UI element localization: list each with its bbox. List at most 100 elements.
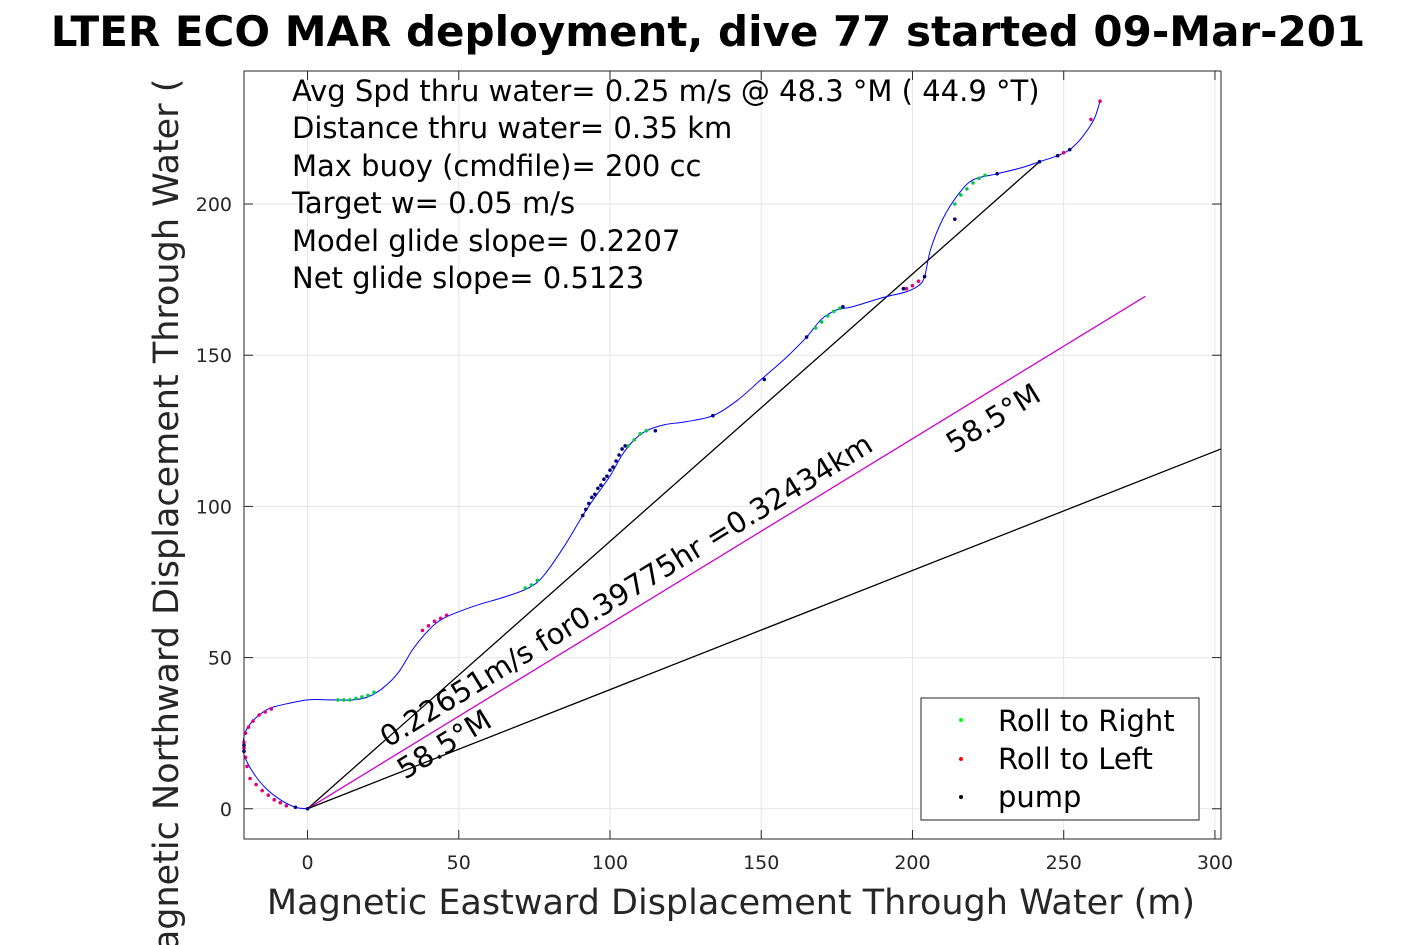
marker-green [819, 320, 824, 324]
y-tick-label: 200 [196, 194, 232, 216]
reference-line [307, 161, 1040, 810]
annotation-max-buoy: Max buoy (cmdfile)= 200 cc [292, 149, 701, 183]
marker-black [953, 217, 957, 221]
marker-black [605, 474, 609, 478]
x-tick-label: 150 [743, 852, 779, 874]
marker-green [965, 187, 969, 191]
x-tick-label: 50 [447, 852, 471, 874]
marker-red [426, 624, 431, 628]
marker-green [360, 695, 364, 699]
y-tick-label: 100 [196, 496, 232, 518]
marker-red [420, 628, 425, 633]
legend-marker-roll-left [959, 757, 963, 761]
legend: Roll to Right Roll to Left pump [920, 697, 1200, 821]
legend-label-roll-right: Roll to Right [998, 704, 1175, 738]
marker-black [305, 806, 310, 811]
marker-red [243, 731, 248, 735]
marker-black [596, 486, 600, 491]
marker-black [841, 305, 845, 309]
marker-green [335, 698, 340, 702]
y-axis-label: Magnetic Northward Displacement Through … [147, 79, 187, 945]
marker-black [587, 501, 591, 506]
marker-red [257, 713, 261, 717]
marker-red [444, 613, 449, 618]
marker-black [620, 447, 624, 451]
legend-box [920, 697, 1200, 821]
reference-lines [307, 161, 1222, 810]
marker-green [348, 698, 352, 702]
y-tick-label: 0 [220, 799, 232, 821]
marker-black [711, 413, 715, 418]
marker-red [278, 800, 283, 805]
marker-red [904, 286, 909, 291]
marker-green [632, 438, 636, 442]
x-tick-label: 300 [1197, 852, 1233, 874]
x-tick-label: 0 [301, 852, 313, 874]
marker-green [626, 444, 630, 448]
marker-black [611, 465, 615, 469]
marker-green [523, 586, 528, 590]
marker-black [1037, 159, 1042, 164]
marker-green [838, 306, 842, 311]
marker-red [246, 725, 251, 729]
marker-black [583, 507, 588, 512]
marker-green [644, 429, 649, 433]
reference-line [307, 295, 1146, 810]
x-tick-label: 100 [592, 852, 628, 874]
marker-red [266, 793, 270, 797]
marker-black [995, 172, 999, 176]
marker-black [762, 377, 767, 382]
marker-green [372, 690, 376, 695]
marker-red [245, 764, 249, 769]
marker-green [971, 181, 975, 185]
marker-red [251, 719, 255, 723]
marker-red [260, 788, 264, 793]
marker-black [293, 805, 298, 810]
annotation-target-w: Target w= 0.05 m/s [291, 186, 575, 220]
annotation-model-glide: Model glide slope= 0.2207 [292, 224, 680, 258]
marker-black [580, 513, 585, 518]
marker-black [901, 286, 906, 291]
marker-black [804, 335, 809, 339]
legend-marker-pump [959, 795, 963, 799]
marker-black [608, 468, 612, 472]
marker-red [1089, 117, 1093, 122]
marker-red [254, 782, 258, 787]
marker-green [825, 314, 830, 318]
marker-red [1061, 150, 1066, 155]
marker-red [269, 707, 274, 711]
x-tick-label: 250 [1046, 852, 1082, 874]
marker-green [832, 309, 836, 314]
x-tick-label: 200 [894, 852, 930, 874]
marker-red [916, 279, 921, 283]
annotation-net-glide: Net glide slope= 0.5123 [292, 261, 644, 295]
marker-green [535, 578, 540, 583]
marker-black [653, 429, 658, 433]
annotation-distance: Distance thru water= 0.35 km [292, 111, 732, 145]
stats-annotations: Avg Spd thru water= 0.25 m/s @ 48.3 °M (… [291, 74, 1040, 295]
marker-red [243, 755, 248, 760]
marker-green [366, 693, 370, 698]
plot-frame [243, 70, 1222, 840]
reference-line [307, 448, 1222, 810]
marker-green [638, 432, 643, 436]
marker-red [432, 619, 437, 624]
marker-red [438, 616, 443, 621]
tick-labels: 0 50 100 150 200 250 300 0 50 100 150 200 [196, 194, 1233, 874]
marker-black [623, 444, 627, 448]
legend-marker-roll-right [959, 718, 963, 722]
marker-red [1098, 99, 1102, 104]
marker-black [922, 274, 927, 279]
x-axis-label: Magnetic Eastward Displacement Through W… [267, 883, 1195, 923]
marker-green [959, 193, 963, 197]
legend-label-roll-left: Roll to Left [998, 742, 1153, 776]
marker-black [602, 477, 606, 481]
grid-lines [244, 71, 1221, 839]
marker-green [977, 176, 981, 181]
y-tick-label: 50 [208, 648, 232, 670]
marker-green [983, 173, 987, 178]
marker-green [953, 202, 957, 206]
marker-red [910, 283, 915, 288]
marker-black [599, 483, 603, 488]
